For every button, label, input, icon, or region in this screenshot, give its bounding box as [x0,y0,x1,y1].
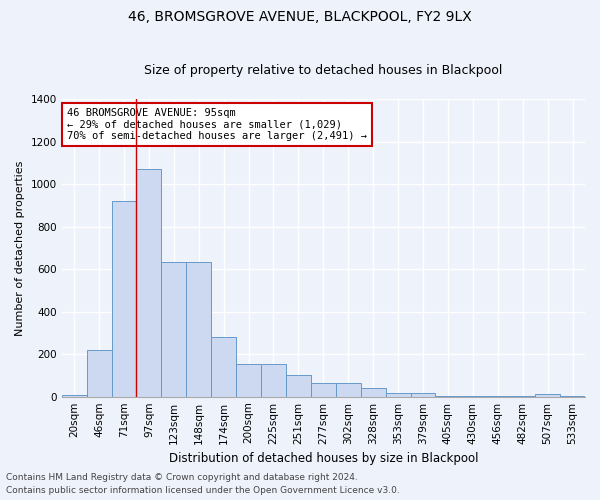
Bar [311,383,336,396]
Bar [535,394,560,396]
Text: Contains HM Land Registry data © Crown copyright and database right 2024.
Contai: Contains HM Land Registry data © Crown c… [6,474,400,495]
Bar [336,383,361,396]
Text: 46 BROMSGROVE AVENUE: 95sqm
← 29% of detached houses are smaller (1,029)
70% of : 46 BROMSGROVE AVENUE: 95sqm ← 29% of det… [67,108,367,141]
Bar [261,364,286,396]
Bar [211,337,236,396]
Bar [186,262,211,396]
Bar [161,262,186,396]
Y-axis label: Number of detached properties: Number of detached properties [15,160,25,336]
Bar [236,364,261,396]
X-axis label: Distribution of detached houses by size in Blackpool: Distribution of detached houses by size … [169,452,478,465]
Bar [86,350,112,397]
Bar [410,394,436,396]
Text: 46, BROMSGROVE AVENUE, BLACKPOOL, FY2 9LX: 46, BROMSGROVE AVENUE, BLACKPOOL, FY2 9L… [128,10,472,24]
Bar [286,376,311,396]
Bar [62,394,86,396]
Bar [112,201,136,396]
Bar [386,394,410,396]
Bar [361,388,386,396]
Title: Size of property relative to detached houses in Blackpool: Size of property relative to detached ho… [144,64,503,77]
Bar [136,169,161,396]
